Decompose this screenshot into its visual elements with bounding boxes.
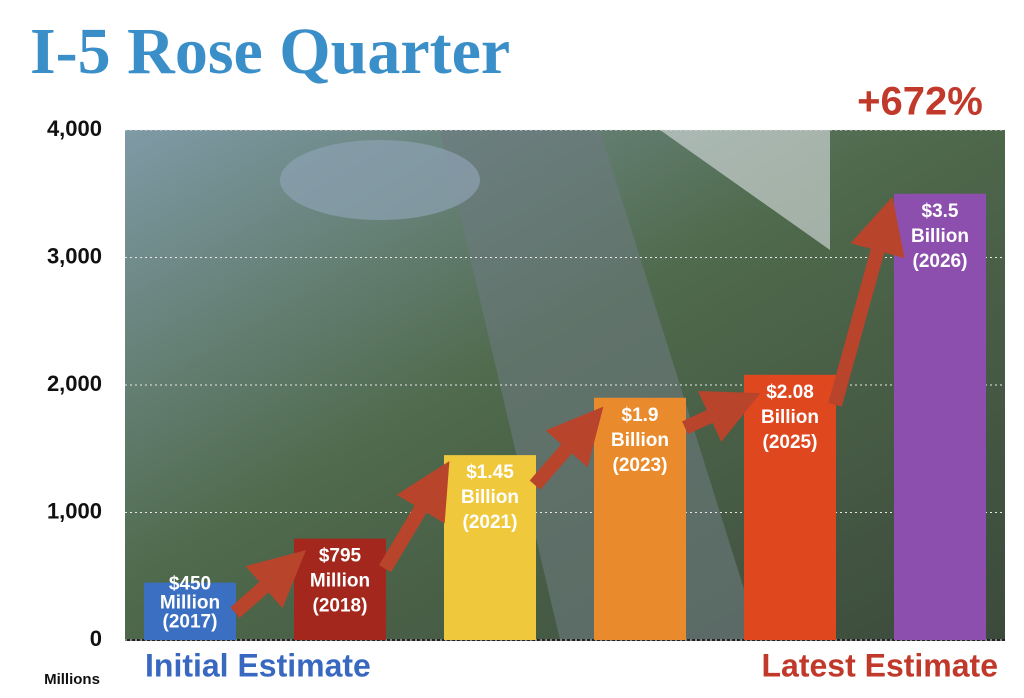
trend-arrow xyxy=(529,406,604,490)
y-tick-label: 4,000 xyxy=(47,116,102,141)
category-label: (2021) xyxy=(463,512,518,533)
y-axis-label: Millions xyxy=(44,671,100,688)
photo-arena xyxy=(280,140,480,220)
value-label: $1.9 Billion xyxy=(611,405,669,451)
left-label: Initial Estimate xyxy=(145,647,371,683)
trend-arrow xyxy=(230,550,307,618)
category-label: (2018) xyxy=(313,596,368,617)
y-tick-label: 2,000 xyxy=(47,371,102,396)
photo-overlay xyxy=(660,130,830,250)
bar xyxy=(294,538,386,640)
annotation: +672% xyxy=(857,80,983,124)
category-label: (2026) xyxy=(913,251,968,272)
bar xyxy=(444,455,536,640)
category-label: (2025) xyxy=(763,432,818,453)
value-label: $450 Million xyxy=(160,574,220,614)
bar xyxy=(894,193,986,640)
trend-arrow xyxy=(682,391,761,442)
value-label: $1.45 Billion xyxy=(461,462,519,508)
y-tick-label: 3,000 xyxy=(47,243,102,268)
value-label: $2.08 Billion xyxy=(761,382,819,428)
bar xyxy=(144,582,236,640)
trend-arrow xyxy=(828,196,905,407)
bar xyxy=(594,397,686,640)
right-label: Latest Estimate xyxy=(761,647,998,683)
value-label: $3.5 Billion xyxy=(911,201,969,247)
y-tick-label: 0 xyxy=(90,626,102,651)
category-label: (2017) xyxy=(163,612,218,633)
value-label: $795 Million xyxy=(310,546,370,592)
category-label: (2023) xyxy=(613,455,668,476)
chart-title: I-5 Rose Quarter xyxy=(30,15,510,88)
y-tick-label: 1,000 xyxy=(47,498,102,523)
trend-arrow xyxy=(378,461,450,573)
